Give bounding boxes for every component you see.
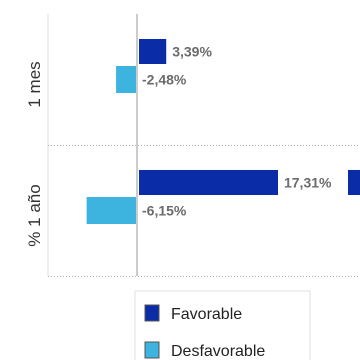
legend-swatch-desfavorable [144, 341, 160, 359]
legend-box [134, 290, 311, 360]
bar-edge-fragment [348, 170, 360, 195]
data-label: -6,15% [142, 203, 187, 219]
bar-desfavorable [86, 197, 136, 224]
legend-swatch-favorable [144, 304, 160, 322]
bar-desfavorable [116, 66, 136, 93]
category-label: % 1 año [25, 184, 44, 246]
legend-label-favorable: Favorable [171, 306, 242, 323]
bar-favorable [139, 170, 278, 195]
legend-label-desfavorable: Desfavorable [171, 343, 265, 360]
data-label: 3,39% [172, 44, 212, 60]
category-label: 1 mes [25, 61, 44, 107]
data-label: 17,31% [284, 175, 332, 191]
bar-favorable [139, 39, 167, 64]
data-label: -2,48% [142, 72, 187, 88]
